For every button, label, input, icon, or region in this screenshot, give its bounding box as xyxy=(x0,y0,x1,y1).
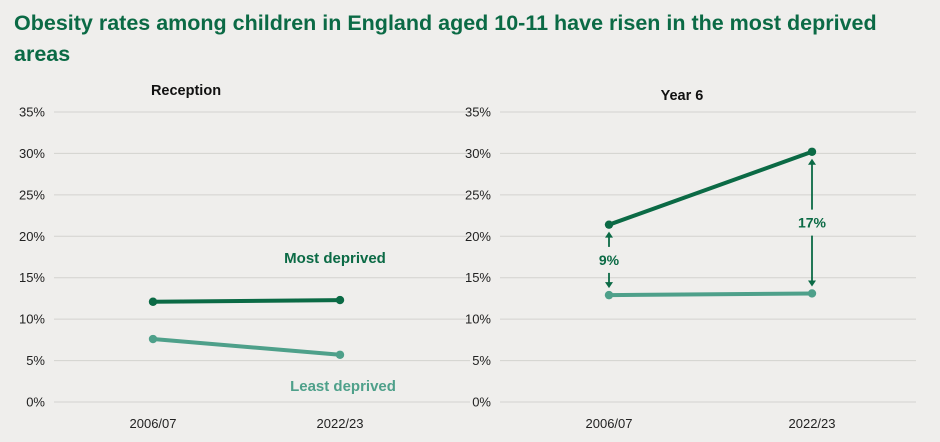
arrow-down-icon xyxy=(605,282,613,289)
y-tick-label: 10% xyxy=(465,312,491,327)
y-tick-label: 20% xyxy=(19,229,45,244)
data-point xyxy=(604,220,614,229)
arrow-up-icon xyxy=(808,158,816,165)
x-tick-label: 2006/07 xyxy=(586,416,633,431)
chart-title: Obesity rates among children in England … xyxy=(14,11,877,66)
data-point xyxy=(148,297,158,306)
y-tick-label: 25% xyxy=(465,187,491,202)
series-label: Least deprived xyxy=(290,378,396,395)
y-tick-label: 20% xyxy=(465,229,491,244)
y-tick-label: 10% xyxy=(19,312,45,327)
y-tick-label: 30% xyxy=(19,146,45,161)
y-tick-label: 5% xyxy=(472,353,491,368)
data-point xyxy=(335,295,345,305)
y-tick-label: 0% xyxy=(472,395,491,410)
x-tick-label: 2006/07 xyxy=(130,416,177,431)
y-tick-label: 30% xyxy=(465,146,491,161)
y-tick-label: 0% xyxy=(26,395,45,410)
data-point xyxy=(604,290,614,300)
panel-title: Year 6 xyxy=(661,88,704,104)
series-line-most-deprived xyxy=(151,298,342,304)
series-label: Most deprived xyxy=(284,250,386,267)
y-tick-label: 15% xyxy=(465,270,491,285)
series-line-least-deprived xyxy=(151,337,342,357)
arrow-up-icon xyxy=(605,231,613,238)
gap-label: 9% xyxy=(599,252,620,268)
panel-reception: Reception 0% 5% 10% 15% 20% 25% 30% 35% 2006/07 20… xyxy=(19,83,470,431)
data-point xyxy=(807,289,817,298)
y-tick-label: 5% xyxy=(26,353,45,368)
y-tick-label: 25% xyxy=(19,187,45,202)
data-point xyxy=(807,147,817,156)
series-line-most-deprived xyxy=(607,149,814,227)
gap-label: 17% xyxy=(798,215,827,231)
y-tick-label: 35% xyxy=(19,105,45,120)
x-tick-label: 2022/23 xyxy=(789,416,836,431)
panel-year6: Year 6 0% 5% 10% 15% 20% 25% 30% 35% 2006/07 2022/… xyxy=(465,88,916,431)
panel-title: Reception xyxy=(151,83,221,99)
y-tick-label: 15% xyxy=(19,270,45,285)
series-line-least-deprived xyxy=(607,291,814,298)
x-tick-label: 2022/23 xyxy=(317,416,364,431)
data-point xyxy=(148,334,158,344)
y-tick-label: 35% xyxy=(465,105,491,120)
arrow-down-icon xyxy=(808,280,816,287)
data-point xyxy=(335,350,345,359)
